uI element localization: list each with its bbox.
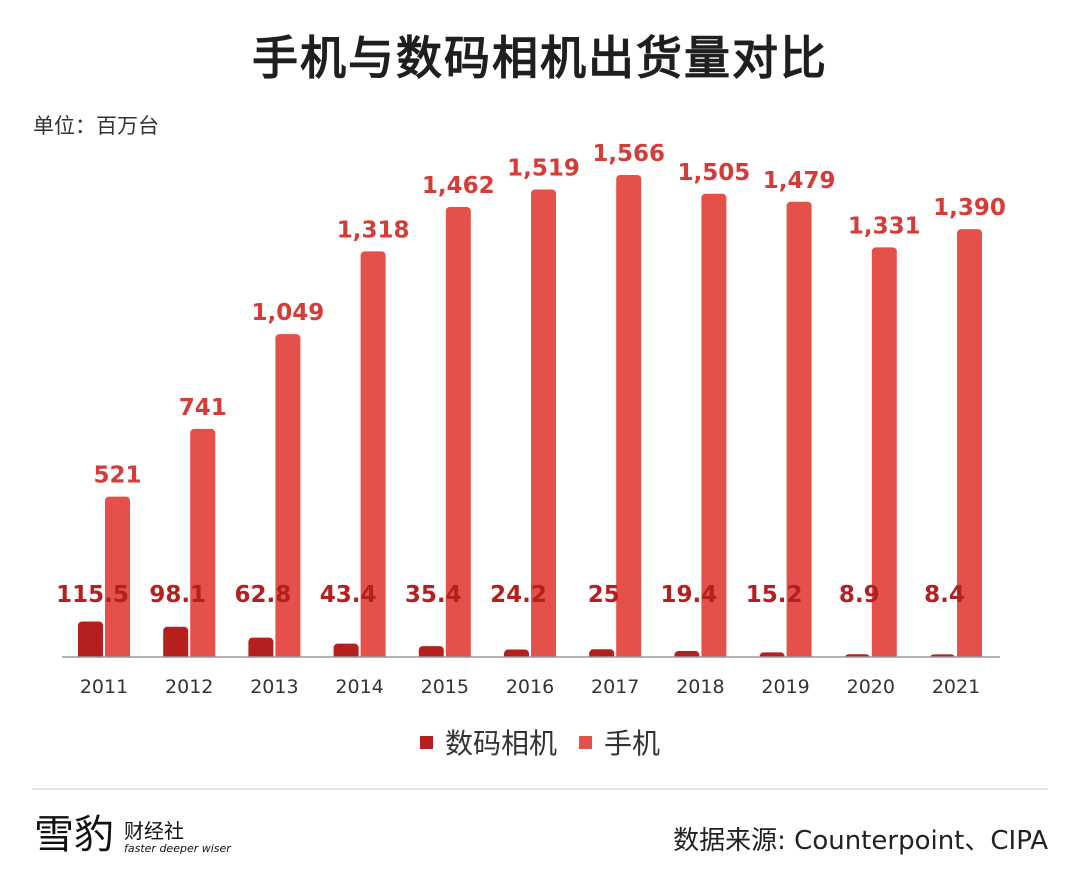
label-camera-2017: 25 (588, 582, 620, 608)
label-phone-2020: 1,331 (848, 213, 921, 239)
label-phone-2019: 1,479 (763, 168, 836, 194)
x-tick-label-2018: 2018 (676, 676, 724, 698)
label-phone-2016: 1,519 (507, 155, 580, 181)
x-tick-label-2017: 2017 (591, 676, 639, 698)
bar-phone-2011 (105, 496, 130, 661)
label-phone-2018: 1,505 (678, 160, 751, 186)
x-tick-label-2015: 2015 (421, 676, 469, 698)
bar-phone-2012 (190, 428, 216, 661)
label-phone-2017: 1,566 (592, 141, 665, 167)
bar-camera-2013 (248, 637, 274, 661)
bar-phone-2016 (531, 189, 556, 661)
bar-phone-2020 (871, 247, 897, 661)
footer-divider (32, 788, 1048, 790)
chart-area: 521 115.5 2011 741 98.1 2012 1,049 62.8 2013 1,31… (56, 141, 1006, 698)
label-camera-2011: 115.5 (56, 582, 129, 608)
legend-swatch-phone (579, 735, 592, 749)
label-phone-2011: 521 (93, 463, 141, 489)
label-camera-2018: 19.4 (661, 582, 718, 608)
logo-tagline: faster deeper wiser (124, 842, 231, 855)
unit-label: 单位：百万台 (33, 114, 159, 138)
data-source: 数据来源: Counterpoint、CIPA (673, 826, 1048, 856)
x-tick-label-2020: 2020 (847, 676, 895, 698)
baseline-mask (62, 657, 1000, 663)
legend-item-camera: 数码相机 (419, 722, 557, 762)
label-camera-2015: 35.4 (405, 582, 462, 608)
bar-phone-2018 (701, 193, 727, 662)
bar-camera-2012 (163, 626, 189, 661)
x-tick-label-2012: 2012 (165, 676, 213, 698)
label-phone-2015: 1,462 (422, 173, 495, 199)
bar-phone-2015 (445, 207, 471, 661)
label-phone-2014: 1,318 (337, 217, 410, 243)
legend-label-camera: 数码相机 (444, 727, 557, 760)
x-tick-label-2014: 2014 (335, 676, 383, 698)
logo-side: 财经社 faster deeper wiser (124, 820, 231, 855)
logo-main-text: 雪豹 (34, 812, 114, 858)
bar-phone-2014 (360, 251, 386, 661)
x-tick-label-2021: 2021 (932, 676, 980, 698)
bar-phone-2013 (275, 334, 301, 661)
label-camera-2016: 24.2 (490, 582, 547, 608)
legend-item-phone: 手机 (579, 722, 660, 762)
label-camera-2021: 8.4 (924, 582, 965, 608)
x-tick-label-2019: 2019 (761, 676, 809, 698)
logo-sub-text: 财经社 (124, 819, 184, 843)
legend-swatch-camera (419, 735, 433, 749)
publisher-logo: 雪豹 财经社 faster deeper wiser (34, 815, 231, 855)
legend: 数码相机 手机 (0, 722, 1080, 762)
label-phone-2012: 741 (179, 395, 227, 421)
x-tick-label-2011: 2011 (80, 676, 128, 698)
label-phone-2013: 1,049 (252, 300, 325, 326)
label-camera-2013: 62.8 (235, 582, 292, 608)
label-camera-2020: 8.9 (839, 582, 880, 608)
bar-camera-2011 (78, 621, 103, 661)
bar-phone-2021 (957, 229, 982, 661)
x-tick-label-2013: 2013 (250, 676, 298, 698)
label-phone-2021: 1,390 (933, 195, 1006, 221)
bar-phone-2019 (786, 201, 812, 661)
legend-label-phone: 手机 (604, 727, 661, 760)
x-tick-label-2016: 2016 (506, 676, 554, 698)
label-camera-2012: 98.1 (149, 582, 206, 608)
label-camera-2019: 15.2 (746, 582, 803, 608)
chart-title: 手机与数码相机出货量对比 (252, 31, 828, 85)
label-camera-2014: 43.4 (320, 582, 377, 608)
bar-phone-2017 (616, 175, 642, 661)
